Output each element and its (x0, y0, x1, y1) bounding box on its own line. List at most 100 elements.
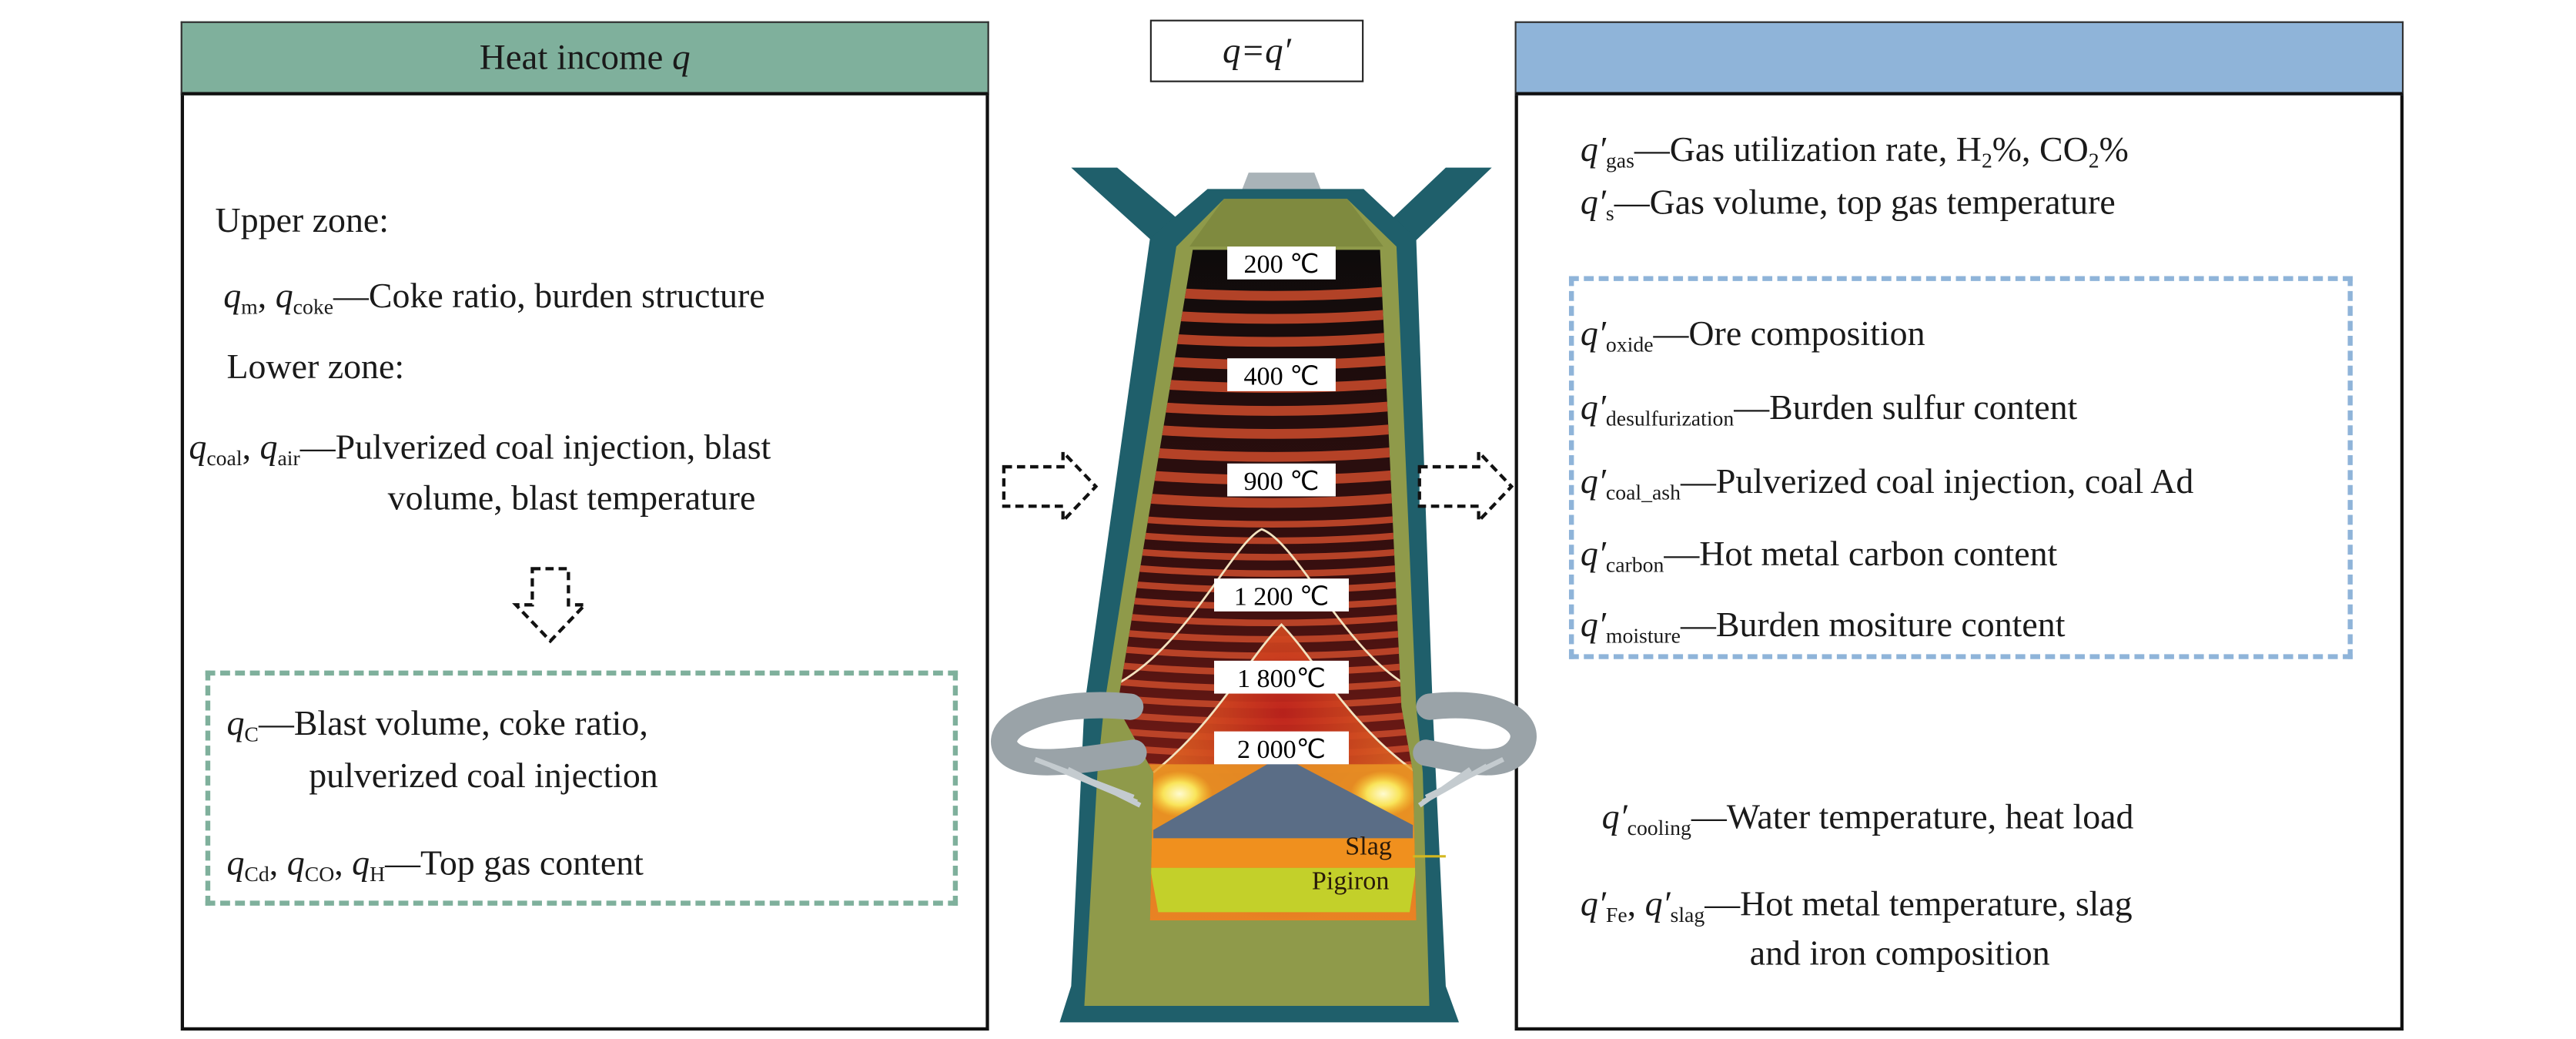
title-symbol: q (672, 35, 691, 78)
dashed-arrow-into-furnace (1002, 447, 1099, 525)
description: Lower zone: (226, 347, 405, 387)
income-dashed-group (205, 670, 958, 906)
temperature-label: 1 200 ℃ (1234, 582, 1330, 611)
text-line: q′cooling—Water temperature, heat load (1601, 796, 2134, 839)
symbol: q (223, 276, 242, 316)
bustle-pipe-left (991, 692, 1147, 776)
burden-ore-layer (1117, 328, 1417, 347)
text-line: and iron composition (1750, 936, 2050, 972)
subscript: CO (304, 861, 335, 887)
subscript: oxide (1605, 332, 1654, 357)
description: —Hot metal temperature, slag (1705, 884, 2133, 924)
description: , (334, 843, 353, 883)
description: —Gas volume, top gas temperature (1614, 182, 2116, 223)
burden-ore-layer (1117, 397, 1417, 416)
throat-burden (1189, 199, 1383, 247)
symbol: q′ (1580, 534, 1606, 574)
subscript: 2 (1981, 148, 1992, 173)
symbol: q (226, 843, 245, 883)
text-line: q′moisture—Burden mositure content (1580, 605, 2066, 646)
coke-deadman (1153, 756, 1413, 847)
text-line: q′oxide—Ore composition (1581, 316, 1925, 355)
description: , (269, 843, 287, 883)
text-line: q′Fe, q′slag—Hot metal temperature, slag (1580, 884, 2133, 926)
text-line: Upper zone: (216, 203, 390, 240)
heat-income-title: Heat income q (182, 36, 988, 79)
text-line: volume, blast temperature (388, 481, 756, 517)
subscript: moisture (1605, 622, 1681, 648)
symbol: q′ (1580, 605, 1606, 645)
text-line: q′s—Gas volume, top gas temperature (1580, 182, 2116, 224)
description: , (257, 276, 276, 316)
symbol: q (286, 843, 305, 883)
temperature-label: 2 000℃ (1237, 736, 1326, 764)
uptake-left (1071, 167, 1192, 247)
subscript: s (1605, 200, 1614, 226)
symbol: q′ (1580, 387, 1606, 427)
symbol: q′ (1580, 461, 1606, 501)
symbol: q (189, 427, 207, 468)
symbol: q′ (1601, 796, 1628, 837)
subscript: slag (1670, 902, 1705, 927)
symbol: q′ (1580, 884, 1606, 924)
description: % (2099, 129, 2129, 169)
description: —Pulverized coal injection, coal Ad (1680, 461, 2194, 501)
description: , (1627, 884, 1645, 924)
pigiron-label: Pigiron (1312, 866, 1390, 895)
temperature-label: 900 ℃ (1243, 468, 1319, 496)
cohesive-zone-inner-line (1153, 622, 1417, 774)
description: —Hot metal carbon content (1664, 534, 2058, 574)
burden-ore-layer (1117, 512, 1417, 528)
subscript: coal (206, 445, 243, 471)
furnace-top-cap (1240, 173, 1323, 194)
text-line: qCd, qCO, qH—Top gas content (226, 843, 644, 884)
subscript: gas (1605, 148, 1634, 173)
burden-ore-layer (1117, 693, 1417, 709)
symbol: q′ (1644, 884, 1671, 924)
dashed-arrow-down (512, 567, 589, 644)
heat-income-panel (180, 21, 989, 1031)
temperature-label-bg (1227, 358, 1336, 391)
description: —Burden sulfur content (1734, 387, 2078, 427)
temperature-label: 1 800℃ (1237, 665, 1326, 693)
text-line: pulverized coal injection (309, 758, 658, 795)
temperature-label-bg (1214, 578, 1350, 612)
burden-ore-layer (1117, 628, 1417, 643)
burden-ore-layer (1117, 611, 1417, 627)
subscript: C (244, 721, 259, 746)
tuyere-stocks-right (1417, 757, 1505, 808)
title-text: Heat income (479, 35, 673, 78)
balance-equation: q=q′ (1149, 19, 1364, 82)
subscript: coal_ash (1605, 480, 1681, 505)
symbol: q′ (1580, 182, 1606, 223)
text-line: qC—Blast volume, coke ratio, (226, 706, 647, 745)
subscript: m (241, 293, 258, 319)
subscript: cooling (1627, 815, 1691, 840)
symbol: q (259, 427, 278, 468)
subscript: air (277, 445, 300, 471)
description: —Pulverized coal injection, blast (299, 427, 771, 468)
burden-ore-layer (1117, 545, 1417, 561)
dashed-arrow-out-of-furnace (1417, 447, 1514, 525)
burden-ore-layer (1117, 489, 1417, 508)
description: —Top gas content (385, 843, 644, 883)
subscript: 2 (2088, 148, 2099, 173)
symbol: q (352, 843, 370, 883)
subscript: H (370, 861, 386, 887)
burden-ore-layer (1117, 305, 1417, 324)
subscript: carbon (1605, 552, 1664, 578)
text-line: q′desulfurization—Burden sulfur content (1580, 387, 2078, 429)
heat-income-header: Heat income q (180, 21, 989, 96)
text-line: q′gas—Gas utilization rate, H2%, CO2% (1580, 129, 2129, 171)
burden-ore-layer (1117, 644, 1417, 659)
description: —Blast volume, coke ratio, (258, 703, 648, 743)
subscript: desulfurization (1605, 406, 1735, 431)
symbol: q′ (1580, 129, 1606, 169)
temperature-label: 200 ℃ (1243, 250, 1319, 279)
temperature-label-bg (1227, 463, 1336, 497)
description: , (242, 427, 260, 468)
temperature-label: 400 ℃ (1243, 362, 1319, 390)
tuyere-stocks-left (1034, 756, 1142, 808)
cohesive-zone-outer-line (1117, 528, 1417, 692)
